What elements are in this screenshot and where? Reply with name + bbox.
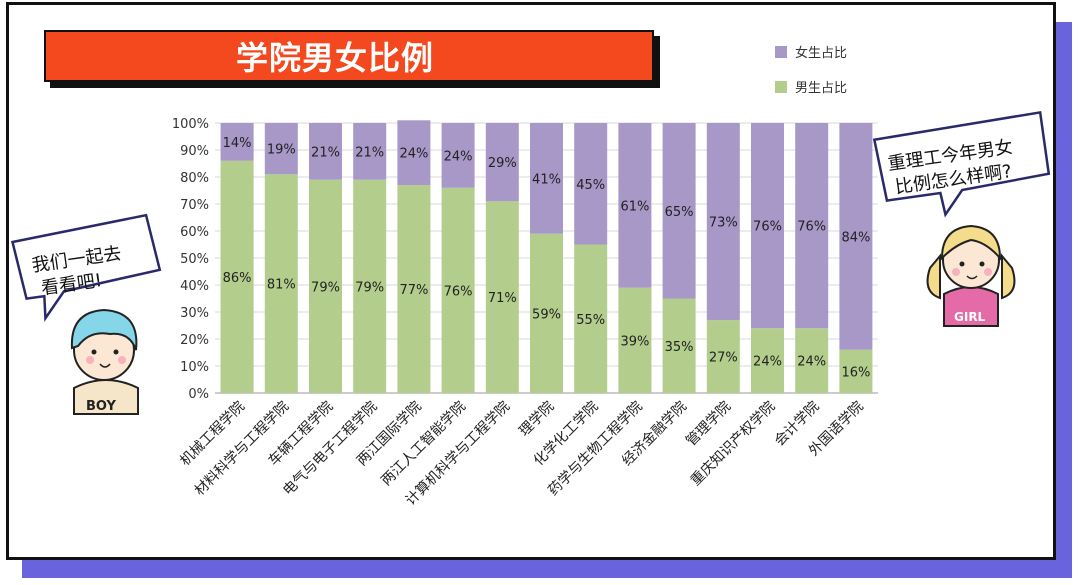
female-value-label: 45%	[576, 178, 605, 193]
bar-male	[795, 328, 829, 393]
boy-character-icon	[70, 308, 139, 415]
female-value-label: 29%	[488, 156, 517, 171]
male-value-label: 27%	[709, 351, 738, 366]
male-value-label: 35%	[665, 340, 694, 355]
y-tick-label: 60%	[180, 225, 209, 240]
female-value-label: 73%	[709, 216, 738, 231]
bar-female	[353, 123, 387, 180]
y-tick-label: 80%	[180, 171, 209, 186]
female-value-label: 14%	[223, 136, 252, 151]
bar-female	[662, 123, 696, 299]
female-value-label: 65%	[665, 205, 694, 220]
bar-female	[441, 123, 475, 188]
male-value-label: 24%	[753, 355, 782, 370]
y-tick-label: 100%	[172, 117, 209, 132]
legend-swatch	[775, 81, 787, 93]
bar-male	[618, 287, 652, 393]
boy-label: BOY	[86, 399, 116, 414]
title-banner: 学院男女比例	[44, 30, 654, 82]
bar-male	[706, 320, 740, 393]
girl-character-icon	[926, 224, 1016, 327]
bar-male	[353, 179, 387, 393]
bar-female	[309, 123, 342, 180]
bar-male	[839, 349, 873, 393]
legend-swatch	[775, 46, 787, 58]
bar-male	[751, 328, 784, 393]
bar-female	[397, 120, 431, 186]
female-value-label: 24%	[444, 149, 473, 164]
male-value-label: 77%	[399, 283, 428, 298]
male-value-label: 79%	[355, 280, 384, 295]
bar-male	[662, 298, 696, 393]
page-title: 学院男女比例	[236, 39, 435, 77]
category-label: 重庆知识产权学院	[687, 398, 778, 489]
female-value-label: 76%	[753, 220, 782, 235]
bar-female	[530, 123, 563, 234]
legend-label: 男生占比	[795, 81, 847, 96]
bar-male	[485, 201, 519, 393]
male-value-label: 86%	[223, 271, 252, 286]
bar-male	[530, 233, 563, 393]
female-value-label: 76%	[797, 220, 826, 235]
y-tick-label: 10%	[180, 360, 209, 375]
legend-label: 女生占比	[795, 45, 847, 61]
category-label: 理学院	[516, 399, 557, 440]
bar-male	[441, 187, 475, 393]
y-tick-label: 50%	[180, 252, 209, 267]
female-value-label: 84%	[841, 230, 870, 245]
female-value-label: 19%	[267, 143, 296, 158]
bar-male	[309, 179, 342, 393]
male-value-label: 79%	[311, 280, 340, 295]
female-value-label: 21%	[355, 145, 384, 160]
y-tick-label: 0%	[188, 387, 209, 402]
bar-female	[618, 123, 652, 288]
y-tick-label: 90%	[180, 144, 209, 159]
bar-male	[574, 244, 608, 393]
y-tick-label: 20%	[180, 333, 209, 348]
female-value-label: 21%	[311, 145, 340, 160]
y-tick-label: 40%	[180, 279, 209, 294]
male-value-label: 59%	[532, 307, 561, 322]
female-value-label: 24%	[399, 147, 428, 162]
bar-female	[220, 123, 254, 161]
female-value-label: 61%	[620, 199, 649, 214]
bar-female	[706, 123, 740, 321]
bar-female	[751, 123, 784, 329]
bar-male	[397, 185, 431, 393]
bar-female	[264, 123, 298, 175]
bar-female	[839, 123, 873, 350]
male-value-label: 76%	[444, 284, 473, 299]
bar-male	[264, 174, 298, 393]
right-speech-bubble	[872, 110, 1051, 218]
chart-bars	[220, 120, 873, 393]
girl-label: GIRL	[954, 310, 986, 324]
bar-female	[574, 123, 608, 245]
female-value-label: 41%	[532, 172, 561, 187]
bar-female	[795, 123, 829, 329]
y-tick-label: 30%	[180, 306, 209, 321]
male-value-label: 39%	[620, 334, 649, 349]
bar-female	[485, 123, 519, 202]
male-value-label: 71%	[488, 291, 517, 306]
male-value-label: 24%	[797, 355, 826, 370]
left-speech-bubble	[10, 213, 162, 322]
bar-male	[220, 160, 254, 393]
y-tick-label: 70%	[180, 198, 209, 213]
male-value-label: 16%	[841, 365, 870, 380]
male-value-label: 55%	[576, 313, 605, 328]
male-value-label: 81%	[267, 278, 296, 293]
